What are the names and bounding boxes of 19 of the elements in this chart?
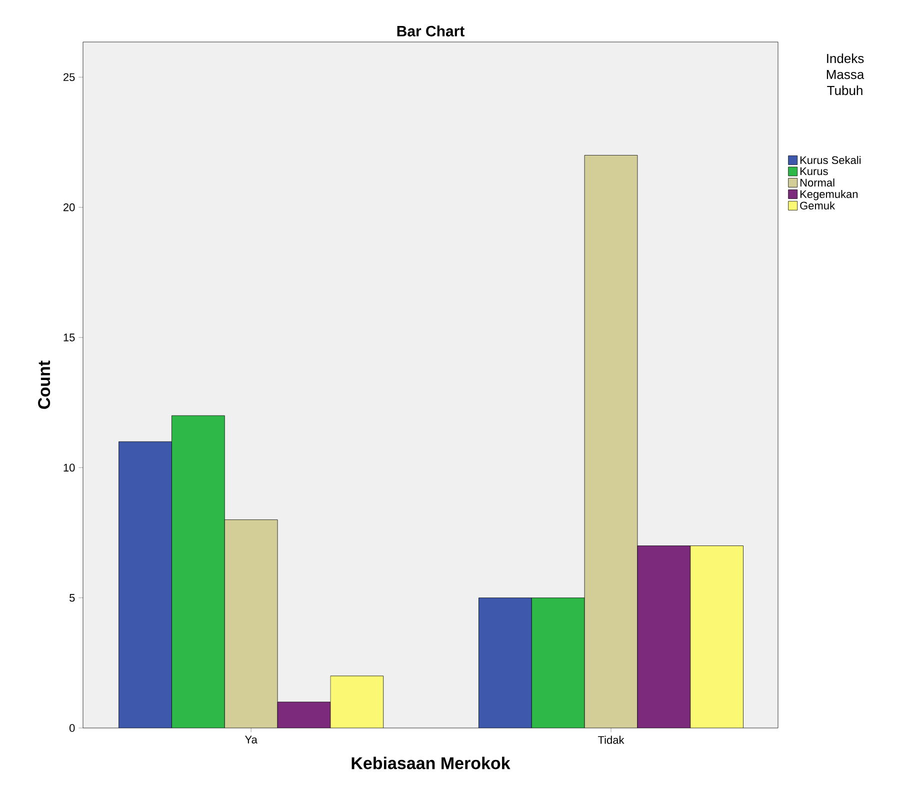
y-tick-label: 20 (64, 203, 75, 212)
y-tick-label: 0 (70, 724, 75, 732)
legend-title: Indeks Massa Tubuh (826, 54, 864, 96)
legend-label: Kegemukan (800, 190, 858, 200)
y-tick-label: 5 (70, 594, 75, 602)
chart-title: Bar Chart (397, 25, 464, 36)
x-tick-label: Tidak (598, 736, 624, 744)
legend-label: Normal (800, 178, 834, 187)
y-tick-label: 25 (64, 73, 75, 82)
legend-label: Kurus Sekali (800, 156, 861, 164)
bar (172, 415, 225, 728)
bar (531, 598, 585, 728)
y-tick-label: 10 (64, 464, 75, 472)
legend-label: Gemuk (800, 201, 836, 210)
y-axis-title: Count (38, 360, 50, 409)
x-tick-label: Ya (245, 736, 258, 744)
x-axis-title: Kebiasaan Merokok (352, 756, 510, 770)
y-tick-label: 15 (64, 334, 75, 342)
legend-label: Kurus (800, 167, 828, 176)
